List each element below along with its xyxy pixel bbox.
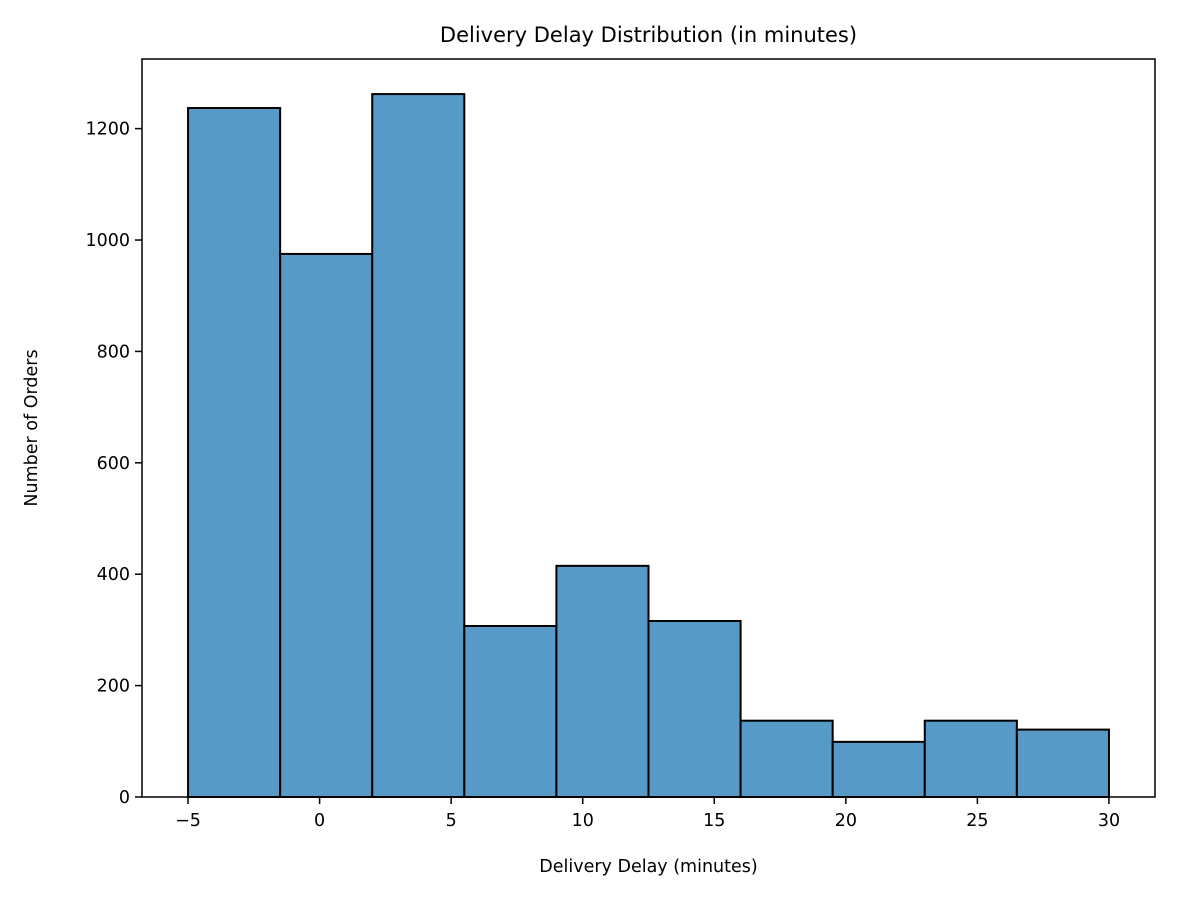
x-axis-label: Delivery Delay (minutes)	[539, 857, 757, 877]
bars-group	[187, 93, 1110, 799]
histogram-bar	[1015, 728, 1110, 798]
y-tick-label: 1200	[85, 120, 130, 140]
histogram-bar	[647, 619, 742, 798]
histogram-bar	[831, 740, 926, 799]
y-tick-label: 0	[119, 788, 130, 808]
y-axis-label: Number of Orders	[22, 349, 42, 506]
y-tick-label: 200	[97, 677, 130, 697]
histogram-bar	[463, 625, 558, 798]
x-tick-label: 15	[703, 811, 725, 831]
x-tick-label: 20	[835, 811, 857, 831]
histogram-bar	[923, 719, 1018, 799]
x-tick-label: 5	[446, 811, 457, 831]
plot-frame	[141, 58, 1156, 798]
histogram-bar	[739, 719, 834, 799]
y-axis-ticks: 0 200 400 600 800 1000 1200	[85, 120, 142, 808]
histogram-bar	[279, 252, 374, 798]
x-tick-label: 10	[572, 811, 594, 831]
x-tick-label: 0	[314, 811, 325, 831]
histogram-bar	[555, 564, 650, 799]
y-tick-label: 800	[97, 342, 130, 362]
x-tick-label: 25	[966, 811, 988, 831]
x-tick-label: −5	[175, 811, 201, 831]
histogram-bar	[187, 107, 282, 798]
y-tick-label: 400	[97, 565, 130, 585]
y-tick-label: 600	[97, 454, 130, 474]
x-axis-ticks: −5 0 5 10 15 20 25 30	[175, 797, 1120, 831]
chart-title: Delivery Delay Distribution (in minutes)	[440, 23, 857, 47]
x-tick-label: 30	[1098, 811, 1120, 831]
y-tick-label: 1000	[85, 231, 130, 251]
histogram-bar	[371, 93, 466, 799]
